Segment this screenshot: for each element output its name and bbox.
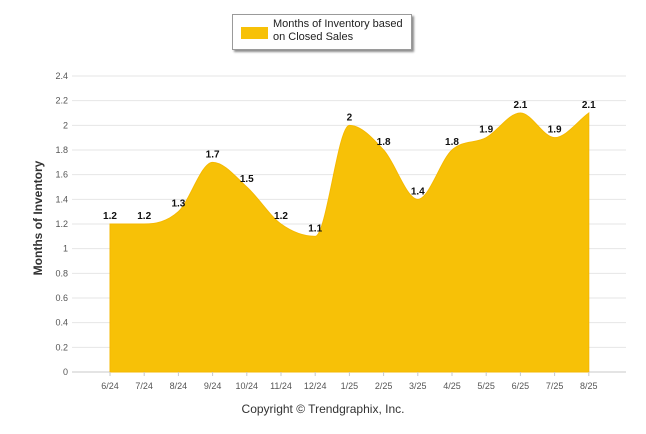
x-tick-label: 12/24 — [304, 381, 327, 391]
copyright-text: Copyright © Trendgraphix, Inc. — [241, 402, 405, 416]
x-tick-label: 4/25 — [443, 381, 461, 391]
y-tick-label: 2.4 — [55, 71, 68, 81]
data-label: 2.1 — [582, 100, 596, 111]
data-labels: 1.2 1.2 1.3 1.7 1.5 1.2 1.1 2 1.8 1.4 1.8 1.9 2.1 1.9… — [103, 100, 596, 234]
x-tick-label: 6/25 — [512, 381, 530, 391]
legend: Months of Inventory based on Closed Sale… — [232, 14, 412, 50]
x-tick-label: 11/24 — [270, 381, 292, 391]
y-tick-label: 1.8 — [55, 145, 68, 155]
y-tick-label: 1.6 — [55, 170, 68, 180]
series-area — [109, 112, 590, 373]
y-tick-label: 0.6 — [55, 293, 68, 303]
y-tick-label: 1.2 — [55, 219, 68, 229]
x-tick-label: 7/25 — [546, 381, 564, 391]
data-label: 2 — [347, 112, 353, 123]
y-tick-label: 0.2 — [55, 342, 68, 352]
x-tick-label: 10/24 — [236, 381, 259, 391]
legend-swatch — [241, 27, 268, 39]
data-label: 1.2 — [274, 211, 288, 222]
data-label: 1.8 — [445, 137, 459, 148]
x-tick-label: 1/25 — [341, 381, 359, 391]
legend-label: Months of Inventory based on Closed Sale… — [273, 18, 403, 43]
y-tick-label: 1.4 — [55, 194, 68, 204]
data-label: 1.5 — [240, 174, 254, 185]
y-axis-ticks: 0 0.2 0.4 0.6 0.8 1 1.2 1.4 1.6 1.8 2 2.2 2.4 — [55, 71, 68, 377]
y-tick-label: 0.8 — [55, 268, 68, 278]
data-label: 1.2 — [103, 211, 117, 222]
data-label: 1.2 — [137, 211, 151, 222]
data-label: 1.9 — [479, 125, 493, 136]
data-label: 2.1 — [513, 100, 527, 111]
y-tick-label: 0.4 — [55, 318, 68, 328]
y-tick-label: 2.2 — [55, 96, 68, 106]
y-axis-title: Months of Inventory — [31, 160, 45, 275]
x-tick-label: 5/25 — [477, 381, 495, 391]
data-label: 1.8 — [377, 137, 391, 148]
x-tick-label: 8/25 — [580, 381, 598, 391]
x-tick-label: 9/24 — [204, 381, 222, 391]
x-tick-label: 6/24 — [101, 381, 119, 391]
data-label: 1.4 — [411, 186, 425, 197]
data-label: 1.1 — [308, 223, 322, 234]
y-tick-label: 2 — [63, 120, 68, 130]
y-tick-label: 0 — [63, 367, 68, 377]
x-tick-label: 7/24 — [135, 381, 153, 391]
data-label: 1.7 — [206, 149, 220, 160]
x-tick-label: 3/25 — [409, 381, 427, 391]
x-axis-ticks: 6/24 7/24 8/24 9/24 10/24 11/24 12/24 1/25 2/25 3… — [101, 372, 598, 391]
x-tick-label: 8/24 — [170, 381, 188, 391]
data-label: 1.3 — [171, 199, 185, 210]
data-label: 1.9 — [548, 125, 562, 136]
x-tick-label: 2/25 — [375, 381, 393, 391]
y-tick-label: 1 — [63, 244, 68, 254]
